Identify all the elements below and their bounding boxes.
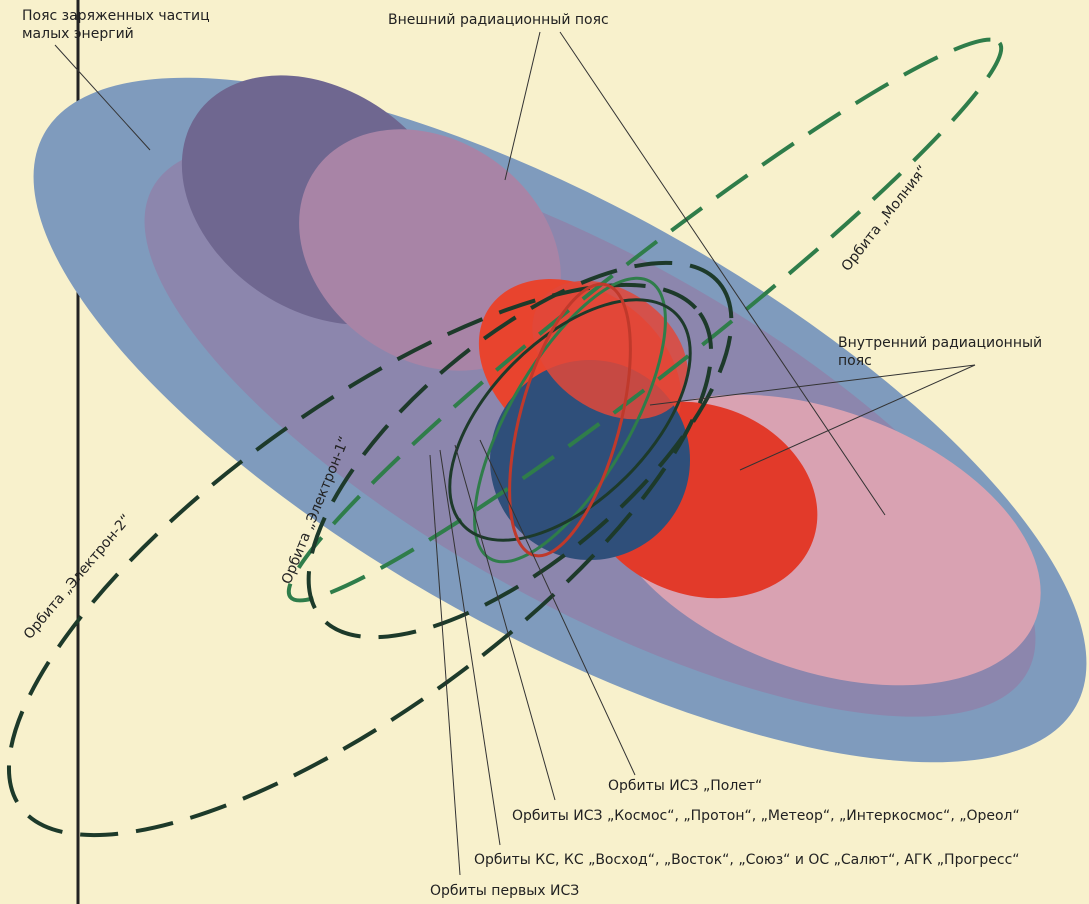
molniya-orbit	[286, 37, 1004, 603]
label: Орбиты КС, КС „Восход“, „Восток“, „Союз“…	[474, 852, 1020, 868]
electron1-orbit	[306, 260, 734, 640]
low-orbits	[448, 276, 692, 564]
electron2-orbit	[6, 282, 714, 838]
label: Внутренний радиационный	[838, 335, 1042, 351]
leader-line	[739, 364, 976, 471]
leader-line	[479, 439, 636, 776]
leader-line	[559, 31, 886, 516]
label: пояс	[838, 353, 872, 369]
label: Орбиты ИСЗ „Полет“	[608, 778, 762, 794]
label: Пояс заряженных частиц	[22, 8, 210, 24]
label: Внешний радиационный пояс	[388, 12, 609, 28]
label: Орбиты первых ИСЗ	[430, 883, 579, 899]
leader-line	[649, 364, 976, 406]
leader-line	[54, 44, 151, 151]
inner-belt-cap	[532, 280, 688, 420]
leader-line	[429, 454, 461, 876]
leader-lines	[54, 31, 976, 876]
leader-line	[504, 31, 541, 181]
leader-line	[439, 449, 501, 846]
low-orbit	[473, 276, 667, 564]
leader-line	[454, 444, 556, 801]
low-orbit	[448, 298, 692, 542]
label: Орбиты ИСЗ „Космос“, „Протон“, „Метеор“,…	[512, 808, 1020, 824]
label: малых энергий	[22, 26, 134, 42]
